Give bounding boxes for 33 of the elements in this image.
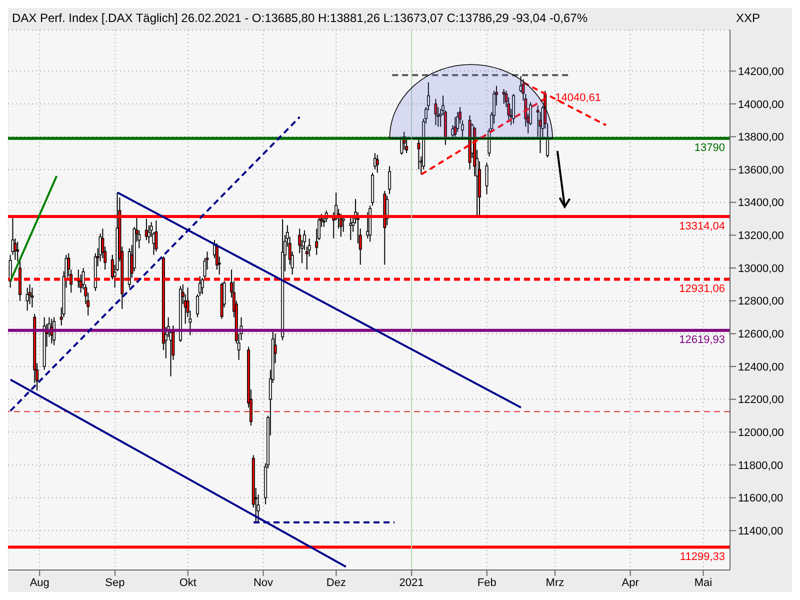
x-tick-label: Feb: [477, 576, 496, 589]
x-tick-label: Sep: [105, 576, 125, 589]
y-tick-label: 11600,00: [738, 492, 784, 505]
y-tick-label: 13000,00: [738, 262, 784, 275]
ref-line-label: 12931,06: [679, 283, 725, 296]
y-tick-label: 14200,00: [738, 66, 784, 78]
y-tick-label: 11400,00: [738, 526, 784, 538]
y-tick-label: 12400,00: [738, 361, 784, 374]
ref-line-label: 11299,33: [680, 550, 725, 563]
y-tick-label: 13600,00: [738, 164, 784, 176]
x-tick-label: Mrz: [546, 576, 564, 589]
y-tick-label: 11800,00: [738, 460, 784, 472]
y-tick-label: 13200,00: [738, 230, 784, 242]
x-tick-label: Apr: [622, 576, 640, 589]
annotation: 14040,61: [555, 92, 601, 104]
y-tick-label: 12000,00: [738, 427, 784, 440]
y-tick-label: 14000,00: [738, 98, 784, 111]
ref-line-label: 12619,93: [679, 334, 725, 346]
y-tick-label: 13800,00: [738, 132, 784, 144]
y-axis-title: XXP: [736, 11, 760, 25]
x-tick-label: Okt: [179, 576, 196, 589]
x-tick-label: 2021: [399, 576, 424, 589]
x-tick-label: Mai: [694, 576, 712, 589]
y-tick-label: 13400,00: [738, 197, 784, 210]
ref-line-label: 13314,04: [679, 220, 725, 232]
x-tick-label: Nov: [253, 576, 274, 589]
y-tick-label: 12800,00: [738, 296, 784, 308]
x-tick-label: Dez: [326, 576, 346, 589]
ref-line-label: 13790: [694, 142, 725, 154]
y-tick-label: 12200,00: [738, 394, 784, 406]
y-tick-label: 12600,00: [738, 328, 784, 341]
x-tick-label: Aug: [30, 576, 50, 589]
chart-title: DAX Perf. Index [.DAX Täglich] 26.02.2021 - O:13685,80 H:13881,26 L:13673,07 C:13786,29 -93,04 -0,67%: [12, 11, 588, 25]
